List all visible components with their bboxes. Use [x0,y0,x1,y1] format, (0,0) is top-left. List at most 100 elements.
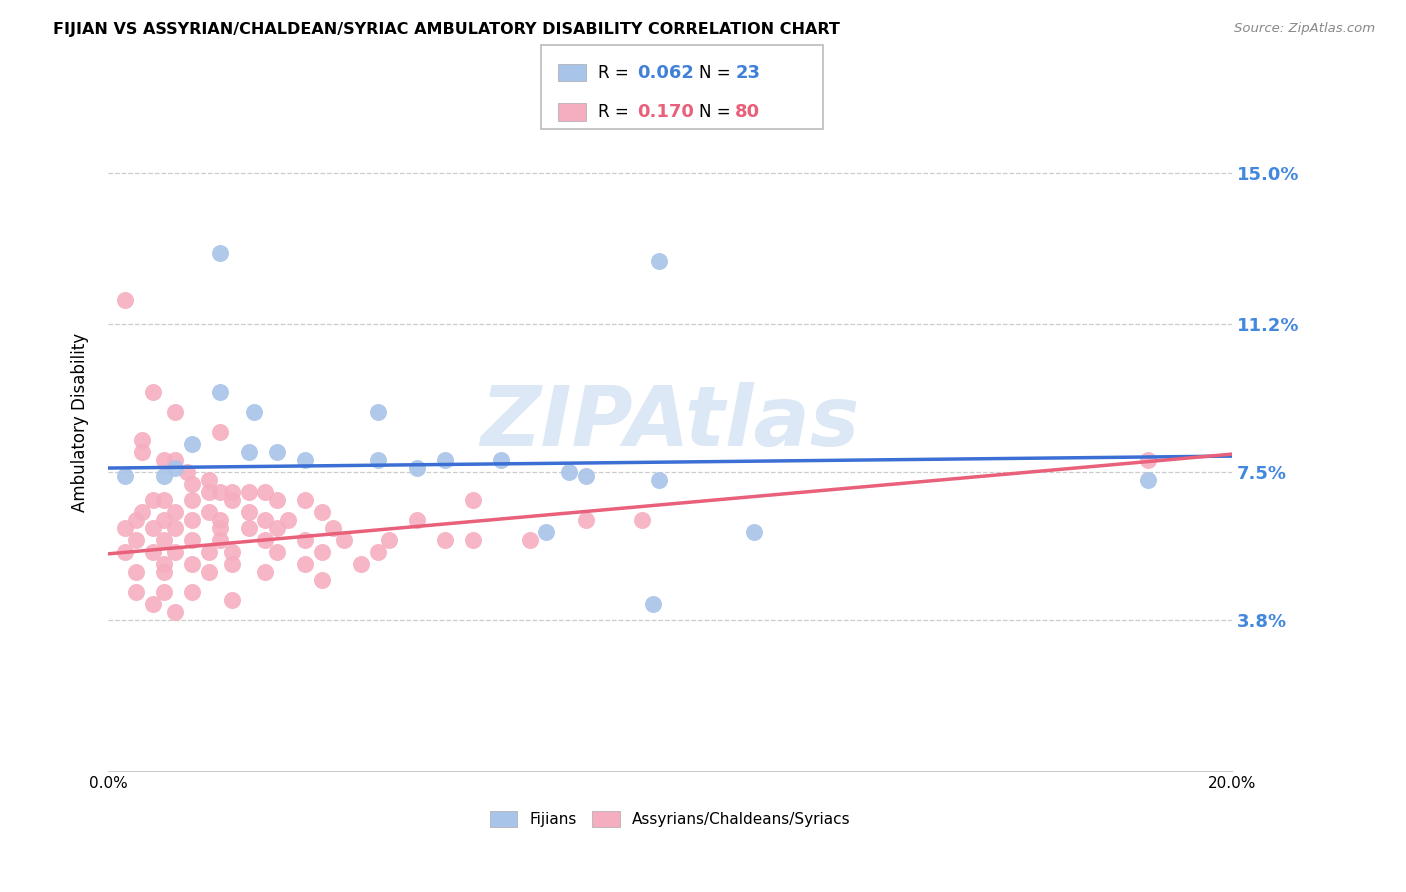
Point [181,477,204,491]
Point [131,433,153,447]
Text: N =: N = [699,63,735,81]
Point [254,533,277,547]
Point [631,513,654,527]
Legend: Fijians, Assyrians/Chaldeans/Syriacs: Fijians, Assyrians/Chaldeans/Syriacs [484,805,856,833]
Point [209,521,232,535]
Point [165,605,187,619]
Point [181,584,204,599]
Point [114,469,136,483]
Point [198,505,221,519]
Point [434,533,457,547]
Point [125,513,148,527]
Point [243,405,266,419]
Text: R =: R = [598,103,634,121]
Point [198,545,221,559]
Point [367,545,389,559]
Point [519,533,541,547]
Point [114,545,136,559]
Point [575,469,598,483]
Point [266,445,288,459]
Point [142,545,165,559]
Point [648,253,671,268]
Point [198,473,221,487]
Point [209,245,232,260]
Point [131,445,153,459]
Point [153,493,176,508]
Point [322,521,344,535]
Point [153,565,176,579]
Point [125,533,148,547]
Point [221,592,243,607]
Point [181,493,204,508]
Point [406,461,429,475]
Point [209,513,232,527]
Point [153,453,176,467]
Point [311,573,333,587]
Point [311,545,333,559]
Point [254,565,277,579]
Point [294,533,316,547]
Point [181,437,204,451]
Point [238,505,260,519]
Point [153,513,176,527]
Point [221,557,243,571]
Point [153,557,176,571]
Point [165,521,187,535]
Point [181,513,204,527]
Point [238,485,260,500]
Point [209,425,232,439]
Point [333,533,356,547]
Point [221,485,243,500]
Text: 23: 23 [735,63,761,81]
Point [153,584,176,599]
Text: R =: R = [598,63,634,81]
Point [125,565,148,579]
Point [254,513,277,527]
Point [181,557,204,571]
Point [1136,473,1159,487]
Point [1136,453,1159,467]
Point [198,565,221,579]
Point [266,493,288,508]
Point [238,521,260,535]
Point [378,533,401,547]
Point [575,513,598,527]
Point [142,493,165,508]
Point [142,521,165,535]
Point [491,453,513,467]
Text: FIJIAN VS ASSYRIAN/CHALDEAN/SYRIAC AMBULATORY DISABILITY CORRELATION CHART: FIJIAN VS ASSYRIAN/CHALDEAN/SYRIAC AMBUL… [53,22,841,37]
Point [367,453,389,467]
Point [311,505,333,519]
Point [125,584,148,599]
Point [367,405,389,419]
Point [254,485,277,500]
Point [744,524,766,539]
Point [209,485,232,500]
Y-axis label: Ambulatory Disability: Ambulatory Disability [72,333,89,512]
Point [142,385,165,400]
Point [198,485,221,500]
Point [209,533,232,547]
Point [350,557,373,571]
Point [153,469,176,483]
Point [294,557,316,571]
Point [434,453,457,467]
Point [558,465,581,479]
Point [643,597,665,611]
Point [165,453,187,467]
Text: Source: ZipAtlas.com: Source: ZipAtlas.com [1234,22,1375,36]
Point [165,405,187,419]
Point [114,521,136,535]
Point [114,293,136,308]
Point [165,461,187,475]
Point [176,465,198,479]
Point [463,493,485,508]
Point [277,513,299,527]
Point [648,473,671,487]
Point [142,597,165,611]
Point [221,493,243,508]
Text: N =: N = [699,103,735,121]
Point [294,453,316,467]
Text: 0.062: 0.062 [637,63,693,81]
Point [131,505,153,519]
